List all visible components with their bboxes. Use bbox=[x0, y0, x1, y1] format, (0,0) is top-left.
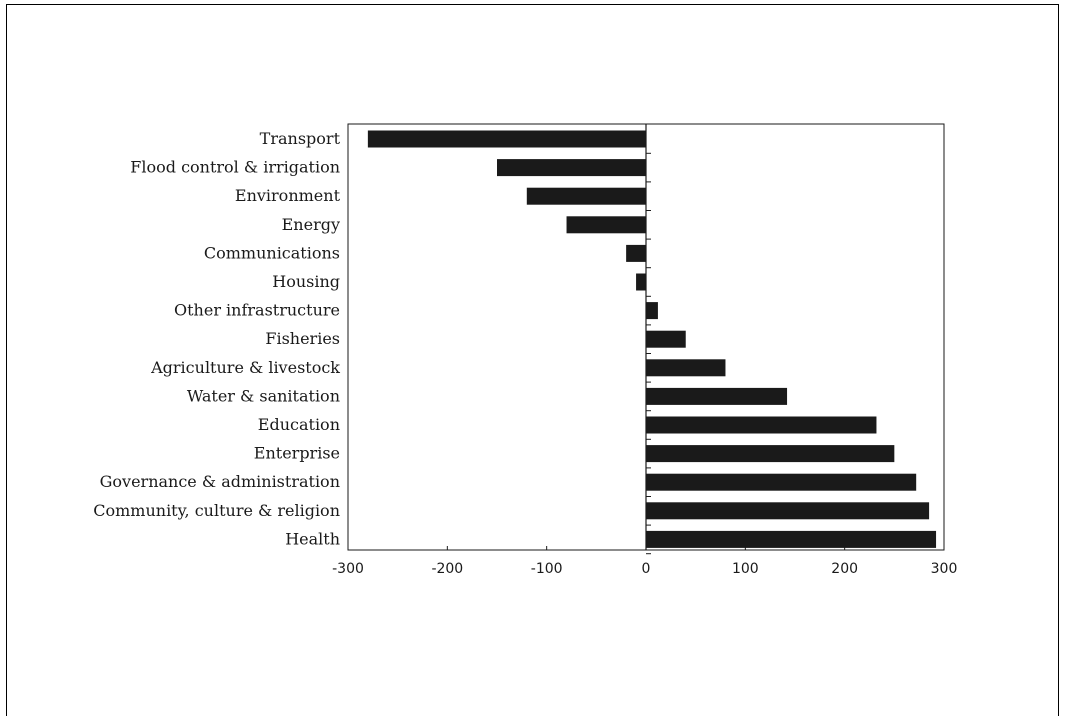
x-tick-label: 100 bbox=[732, 561, 759, 577]
x-tick-label: -200 bbox=[431, 561, 463, 577]
category-labels: Transport Flood control & irrigation Envir… bbox=[93, 129, 340, 548]
bar bbox=[646, 530, 937, 548]
bar bbox=[636, 273, 646, 291]
x-tick-label: -300 bbox=[332, 561, 364, 577]
category-label: Community, culture & religion bbox=[93, 501, 340, 520]
bar bbox=[566, 216, 646, 234]
category-label: Fisheries bbox=[265, 329, 340, 348]
category-label: Water & sanitation bbox=[187, 386, 340, 405]
bar bbox=[526, 187, 646, 205]
category-label: Environment bbox=[235, 186, 341, 205]
bar bbox=[497, 159, 646, 177]
category-label: Health bbox=[285, 529, 340, 548]
bar bbox=[646, 473, 917, 491]
bar bbox=[646, 330, 686, 348]
category-label: Agriculture & livestock bbox=[150, 358, 340, 377]
bar bbox=[646, 302, 658, 320]
bars bbox=[367, 130, 937, 555]
figure-frame bbox=[6, 4, 1059, 716]
bar bbox=[626, 244, 646, 262]
category-label: Other infrastructure bbox=[174, 301, 340, 320]
category-label: Enterprise bbox=[254, 444, 340, 463]
bar bbox=[646, 387, 788, 405]
category-label: Housing bbox=[272, 272, 340, 291]
category-label: Governance & administration bbox=[100, 472, 340, 491]
category-label: Communications bbox=[204, 243, 340, 262]
x-tick-label: 300 bbox=[931, 561, 958, 577]
bar bbox=[646, 359, 726, 377]
category-label: Transport bbox=[260, 129, 341, 148]
x-tick-label: -100 bbox=[531, 561, 563, 577]
x-tick-label: 200 bbox=[831, 561, 858, 577]
x-tick-label: 0 bbox=[642, 561, 651, 577]
bar bbox=[367, 130, 646, 148]
bar bbox=[646, 416, 877, 434]
bar bbox=[646, 445, 895, 463]
category-label: Flood control & irrigation bbox=[130, 158, 340, 177]
bar bbox=[646, 502, 930, 520]
category-label: Energy bbox=[282, 215, 340, 234]
category-label: Education bbox=[258, 415, 340, 434]
x-axis-ticks: -300 -200 -100 0 100 200 300 bbox=[332, 546, 957, 577]
